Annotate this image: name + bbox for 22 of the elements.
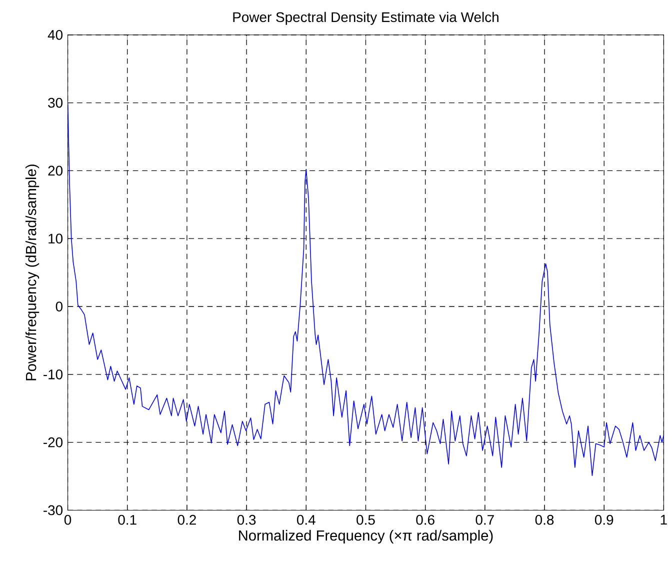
x-tick-label: 0.6 bbox=[416, 514, 434, 525]
x-tick-label: 0.9 bbox=[594, 514, 614, 525]
x-tick-label: 0.5 bbox=[356, 514, 375, 525]
y-tick-label: -20 bbox=[44, 437, 63, 448]
y-tick-label: 0 bbox=[56, 302, 63, 312]
y-tick-label: 10 bbox=[48, 234, 63, 244]
y-tick-label: -10 bbox=[44, 369, 63, 380]
x-tick-label: 1 bbox=[660, 514, 667, 524]
chart-title: Power Spectral Density Estimate via Welch bbox=[233, 12, 498, 25]
y-tick-label: 40 bbox=[48, 30, 63, 40]
x-tick-label: 0.2 bbox=[178, 514, 196, 525]
x-tick-label: 0 bbox=[64, 514, 72, 525]
x-axis-title: Normalized Frequency (×π rad/sample) bbox=[239, 530, 493, 544]
y-tick-label: 30 bbox=[48, 98, 63, 108]
x-tick-label: 0.8 bbox=[535, 514, 554, 525]
x-tick-label: 0.3 bbox=[237, 514, 256, 525]
x-tick-label: 0.1 bbox=[118, 514, 136, 525]
x-tick-label: 0.7 bbox=[476, 514, 494, 525]
y-tick-label: 20 bbox=[48, 166, 63, 176]
x-tick-label: 0.4 bbox=[296, 514, 316, 525]
y-tick-label: -30 bbox=[44, 505, 63, 516]
y-axis-title: Power/frequency (dB/rad/sample) bbox=[25, 164, 40, 380]
